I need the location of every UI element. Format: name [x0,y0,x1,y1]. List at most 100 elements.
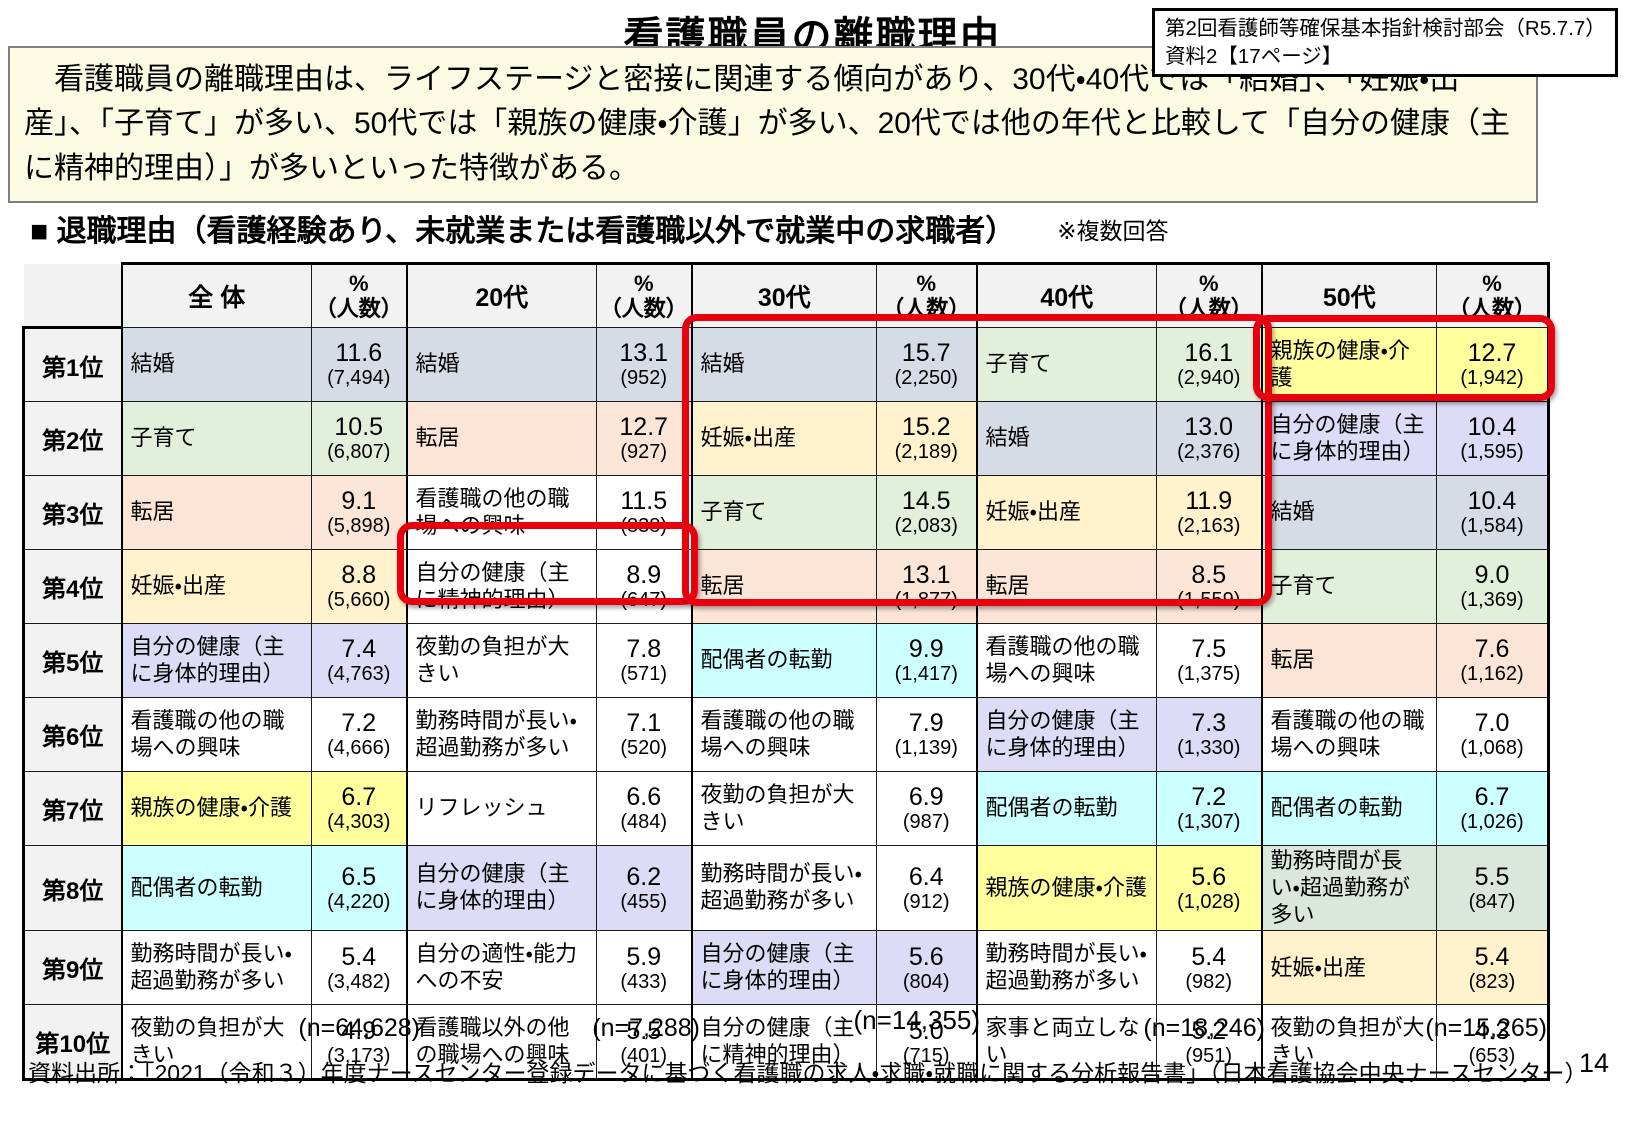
pct-cell-20s-rank6: 7.1 (520) [596,697,692,772]
pct-cell-50s-rank10: 4.3 (653) [1436,1004,1550,1082]
reason-cell-30s-rank6: 看護職の他の職場への興味 [690,697,877,772]
pct-cell-40s-rank2: 13.0 (2,376) [1156,401,1262,476]
reason-cell-50s-rank5: 転居 [1260,623,1437,698]
pct-value: 5.9 [626,942,662,971]
pct-value: 13.0 [1184,413,1234,442]
pct-cell-50s-rank1: 12.7 (1,942) [1436,327,1550,402]
pct-value: 5.6 [1191,863,1227,892]
pct-cell-overall-rank2: 10.5 (6,807) [311,401,407,476]
pct-header-count-label: （人数） [1447,296,1536,321]
reason-cell-30s-rank4: 転居 [690,549,877,624]
count-value: (804) [902,970,950,993]
reason-cell-20s-rank4: 自分の健康（主に精神的理由） [405,549,597,624]
count-value: (823) [1468,970,1516,993]
pct-header-symbol: % [1482,270,1502,296]
reason-cell-overall-rank8: 配偶者の転勤 [120,844,312,932]
column-header-40s: 40代 [975,262,1157,328]
count-value: (1,026) [1460,811,1524,834]
column-header-overall-pct: % （人数） [311,262,407,328]
reason-cell-40s-rank4: 転居 [975,549,1157,624]
reason-cell-50s-rank7: 配偶者の転勤 [1260,771,1437,846]
pct-cell-30s-rank2: 15.2 (2,189) [876,401,977,476]
column-header-overall: 全 体 [120,262,312,328]
count-value: (1,417) [894,663,958,686]
reason-cell-20s-rank3: 看護職の他の職場への興味 [405,475,597,550]
pct-header-count-label: （人数） [1164,296,1253,321]
reason-cell-50s-rank6: 看護職の他の職場への興味 [1260,697,1437,772]
column-header-30s-pct: % （人数） [876,262,977,328]
pct-value: 9.9 [908,635,944,664]
pct-value: 16.1 [1184,339,1234,368]
pct-cell-40s-rank9: 5.4 (982) [1156,930,1262,1006]
reason-cell-20s-rank9: 自分の適性・能力への不安 [405,930,597,1006]
reason-cell-overall-rank9: 勤務時間が長い・超過勤務が多い [120,930,312,1006]
n-label-50s: (n=15,265) [1425,1014,1547,1042]
reason-cell-30s-rank10: 自分の健康（主に精神的理由） [690,1004,877,1082]
pct-value: 6.4 [908,863,944,892]
reason-cell-20s-rank5: 夜勤の負担が大きい [405,623,597,698]
reason-cell-40s-rank2: 結婚 [975,401,1157,476]
n-label-40s: (n=18,246) [1143,1014,1265,1042]
count-value: (571) [620,663,668,686]
pct-value: 4.3 [1474,1016,1510,1045]
pct-cell-20s-rank5: 7.8 (571) [596,623,692,698]
pct-cell-overall-rank4: 8.8 (5,660) [311,549,407,624]
reason-cell-50s-rank2: 自分の健康（主に身体的理由） [1260,401,1437,476]
pct-cell-50s-rank8: 5.5 (847) [1436,844,1550,932]
pct-cell-overall-rank8: 6.5 (4,220) [311,844,407,932]
count-value: (3,173) [327,1044,391,1067]
pct-value: 5.0 [908,1016,944,1045]
pct-value: 6.9 [908,783,944,812]
section-heading: ■ 退職理由（看護経験あり、未就業または看護職以外で就業中の求職者） ※複数回答 [30,206,1169,250]
pct-header-count-label: （人数） [314,296,403,321]
count-value: (951) [1185,1044,1233,1067]
pct-value: 5.5 [626,1016,662,1045]
pct-value: 13.1 [619,339,669,368]
pct-value: 6.7 [1474,783,1510,812]
reason-cell-40s-rank5: 看護職の他の職場への興味 [975,623,1157,698]
sample-size-row: (n=64,628) (n=7,288) (n=14,355) (n=18,246) (… [0,1005,1625,1048]
pct-cell-40s-rank5: 7.5 (1,375) [1156,623,1262,698]
count-value: (1,942) [1460,367,1524,390]
count-value: (1,375) [1177,663,1241,686]
pct-cell-50s-rank2: 10.4 (1,595) [1436,401,1550,476]
count-value: (484) [620,811,668,834]
count-value: (715) [902,1044,950,1067]
reason-cell-20s-rank10: 看護職以外の他の職場への興味 [405,1004,597,1082]
pct-cell-30s-rank8: 6.4 (912) [876,844,977,932]
reason-cell-overall-rank2: 子育て [120,401,312,476]
count-value: (653) [1468,1044,1516,1067]
pct-header-symbol: % [916,270,937,296]
reason-cell-20s-rank7: リフレッシュ [405,771,597,846]
pct-cell-30s-rank10: 5.0 (715) [876,1004,977,1082]
pct-cell-overall-rank6: 7.2 (4,666) [311,697,407,772]
count-value: (2,940) [1177,367,1241,390]
count-value: (2,163) [1177,515,1241,538]
reason-cell-40s-rank8: 親族の健康・介護 [975,844,1157,932]
page-number: 14 [1578,1048,1609,1078]
reason-cell-50s-rank8: 勤務時間が長い・超過勤務が多い [1260,844,1437,932]
pct-cell-overall-rank10: 4.9 (3,173) [311,1004,407,1082]
column-header-20s: 20代 [405,262,597,328]
count-value: (7,494) [327,367,391,390]
table-corner-blank [23,263,122,328]
pct-header-count-label: （人数） [882,296,971,321]
pct-cell-20s-rank10: 5.5 (401) [596,1004,692,1082]
count-value: (4,666) [327,737,391,760]
attrition-reason-table: 全 体% （人数） 20代% （人数） 30代% （人数） 40代% （人数） 50代% （人数）… [22,262,1550,1082]
pct-cell-40s-rank8: 5.6 (1,028) [1156,844,1262,932]
pct-value: 7.0 [1474,709,1510,738]
reason-cell-40s-rank10: 家事と両立しない [975,1004,1157,1082]
pct-value: 12.7 [1467,339,1517,368]
count-value: (647) [620,589,668,612]
reference-box: 第2回看護師等確保基本指針検討部会（R5.7.7） 資料2【17ページ】 [1152,8,1618,78]
pct-cell-30s-rank4: 13.1 (1,877) [876,549,977,624]
pct-value: 6.6 [626,783,662,812]
pct-cell-20s-rank8: 6.2 (455) [596,844,692,932]
pct-cell-50s-rank5: 7.6 (1,162) [1436,623,1550,698]
pct-value: 7.8 [626,635,662,664]
count-value: (5,660) [327,589,391,612]
reason-cell-50s-rank1: 親族の健康・介護 [1260,327,1437,402]
pct-cell-40s-rank10: 5.2 (951) [1156,1004,1262,1082]
reason-cell-30s-rank8: 勤務時間が長い・超過勤務が多い [690,844,877,932]
